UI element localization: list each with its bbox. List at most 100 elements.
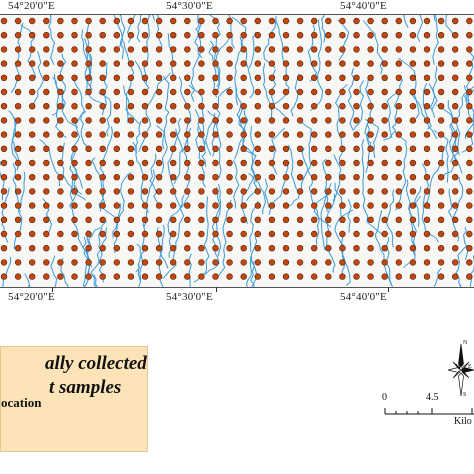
sample-point[interactable] xyxy=(29,159,36,167)
sample-point[interactable] xyxy=(155,174,163,181)
sample-point[interactable] xyxy=(395,174,402,181)
sample-point[interactable] xyxy=(395,46,402,53)
sample-point[interactable] xyxy=(409,74,417,81)
sample-point[interactable] xyxy=(325,117,332,124)
sample-point[interactable] xyxy=(57,117,64,124)
sample-point[interactable] xyxy=(226,273,233,280)
sample-point[interactable] xyxy=(212,230,219,238)
sample-point[interactable] xyxy=(155,188,163,195)
sample-point[interactable] xyxy=(325,32,332,39)
sample-point[interactable] xyxy=(141,245,149,252)
sample-point[interactable] xyxy=(155,259,163,266)
sample-point[interactable] xyxy=(71,60,78,67)
sample-point[interactable] xyxy=(99,259,106,266)
sample-point[interactable] xyxy=(113,202,121,209)
sample-point[interactable] xyxy=(99,88,106,96)
sample-point[interactable] xyxy=(212,74,219,81)
sample-point[interactable] xyxy=(268,32,276,39)
sample-point[interactable] xyxy=(452,117,459,124)
sample-point[interactable] xyxy=(184,74,191,81)
sample-point[interactable] xyxy=(268,216,276,224)
sample-point[interactable] xyxy=(141,273,149,280)
sample-point[interactable] xyxy=(381,46,388,53)
sample-point[interactable] xyxy=(296,131,304,138)
sample-point[interactable] xyxy=(113,216,121,224)
sample-point[interactable] xyxy=(212,32,219,39)
sample-point[interactable] xyxy=(423,88,431,96)
sample-point[interactable] xyxy=(409,88,417,96)
sample-point[interactable] xyxy=(353,145,360,153)
sample-point[interactable] xyxy=(127,17,135,25)
sample-point[interactable] xyxy=(155,102,163,110)
sample-point[interactable] xyxy=(113,245,121,252)
sample-point[interactable] xyxy=(212,202,219,209)
sample-point[interactable] xyxy=(423,145,431,153)
sample-point[interactable] xyxy=(113,17,121,25)
sample-point[interactable] xyxy=(296,159,304,167)
sample-point[interactable] xyxy=(127,117,135,124)
sample-point[interactable] xyxy=(43,174,50,181)
sample-point[interactable] xyxy=(311,230,318,238)
sample-point[interactable] xyxy=(381,188,388,195)
sample-point[interactable] xyxy=(170,259,177,266)
sample-point[interactable] xyxy=(226,174,233,181)
sample-point[interactable] xyxy=(14,17,22,25)
sample-point[interactable] xyxy=(14,102,22,110)
sample-point[interactable] xyxy=(367,202,374,209)
sample-point[interactable] xyxy=(311,102,318,110)
sample-point[interactable] xyxy=(452,32,459,39)
sample-point[interactable] xyxy=(170,230,177,238)
sample-point[interactable] xyxy=(57,131,64,138)
sample-point[interactable] xyxy=(409,202,417,209)
sample-point[interactable] xyxy=(268,273,276,280)
sample-point[interactable] xyxy=(14,117,22,124)
sample-point[interactable] xyxy=(155,46,163,53)
sample-point[interactable] xyxy=(311,32,318,39)
sample-point[interactable] xyxy=(282,88,290,96)
sample-point[interactable] xyxy=(43,60,50,67)
sample-point[interactable] xyxy=(0,273,8,280)
sample-point[interactable] xyxy=(29,32,36,39)
sample-point[interactable] xyxy=(0,216,8,224)
sample-point[interactable] xyxy=(296,188,304,195)
sample-point[interactable] xyxy=(395,32,402,39)
sample-point[interactable] xyxy=(381,245,388,252)
sample-point[interactable] xyxy=(296,174,304,181)
sample-point[interactable] xyxy=(268,46,276,53)
sample-point[interactable] xyxy=(437,74,445,81)
sample-point[interactable] xyxy=(29,188,36,195)
sample-point[interactable] xyxy=(127,216,135,224)
sample-point[interactable] xyxy=(99,74,106,81)
sample-point[interactable] xyxy=(325,88,332,96)
sample-point[interactable] xyxy=(226,145,233,153)
sample-point[interactable] xyxy=(57,230,64,238)
sample-point[interactable] xyxy=(311,174,318,181)
sample-point[interactable] xyxy=(0,202,8,209)
sample-point[interactable] xyxy=(296,46,304,53)
sample-point[interactable] xyxy=(212,102,219,110)
sample-point[interactable] xyxy=(409,230,417,238)
sample-point[interactable] xyxy=(437,230,445,238)
sample-point[interactable] xyxy=(254,117,261,124)
sample-point[interactable] xyxy=(296,17,304,25)
sample-point[interactable] xyxy=(57,188,64,195)
sample-point[interactable] xyxy=(452,273,459,280)
sample-point[interactable] xyxy=(113,131,121,138)
sample-point[interactable] xyxy=(381,273,388,280)
sample-point[interactable] xyxy=(170,102,177,110)
sample-point[interactable] xyxy=(423,230,431,238)
sample-point[interactable] xyxy=(155,74,163,81)
sample-point[interactable] xyxy=(71,17,78,25)
sample-point[interactable] xyxy=(99,117,106,124)
sample-point[interactable] xyxy=(466,17,473,25)
sample-point[interactable] xyxy=(466,216,473,224)
sample-point[interactable] xyxy=(0,230,8,238)
sample-point[interactable] xyxy=(311,259,318,266)
sample-point[interactable] xyxy=(43,259,50,266)
sample-point[interactable] xyxy=(43,159,50,167)
sample-point[interactable] xyxy=(367,46,374,53)
sample-point[interactable] xyxy=(409,32,417,39)
sample-point[interactable] xyxy=(367,245,374,252)
sample-point[interactable] xyxy=(170,273,177,280)
sample-point[interactable] xyxy=(141,188,149,195)
